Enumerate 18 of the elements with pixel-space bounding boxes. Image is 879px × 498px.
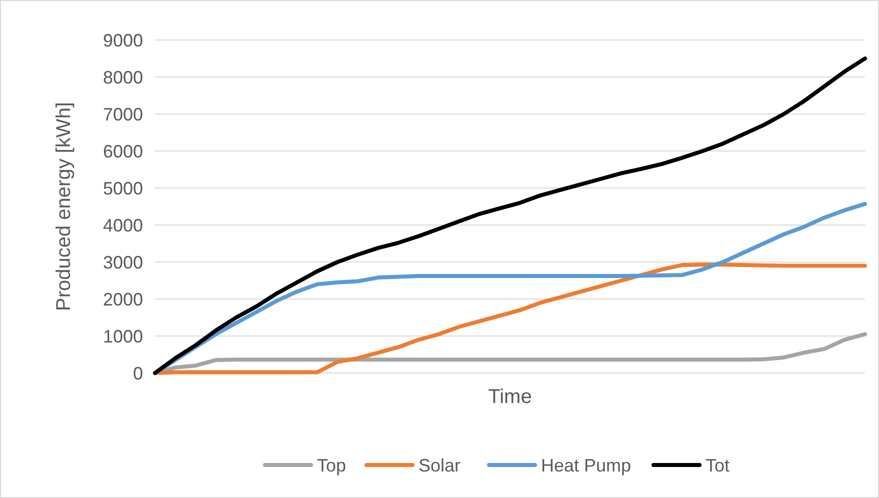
y-tick-label: 7000 bbox=[102, 104, 143, 124]
y-tick-label: 1000 bbox=[102, 326, 143, 346]
legend-label: Heat Pump bbox=[541, 455, 632, 476]
y-tick-label: 5000 bbox=[102, 178, 143, 198]
x-axis-title: Time bbox=[488, 386, 532, 408]
y-axis-title: Produced energy [kWh] bbox=[53, 102, 75, 311]
y-tick-label: 6000 bbox=[102, 141, 143, 162]
y-tick-label: 8000 bbox=[102, 67, 143, 88]
y-tick-label: 3000 bbox=[102, 252, 143, 272]
legend-label: Tot bbox=[706, 455, 730, 476]
y-tick-label: 4000 bbox=[102, 215, 143, 236]
legend-label: Solar bbox=[418, 455, 461, 476]
line-series bbox=[153, 56, 867, 375]
y-tick-label: 2000 bbox=[102, 289, 143, 310]
y-tick-label: 9000 bbox=[102, 30, 143, 50]
line-series bbox=[153, 262, 867, 375]
y-tick-label: 0 bbox=[132, 363, 143, 384]
legend-label: Top bbox=[317, 455, 346, 476]
